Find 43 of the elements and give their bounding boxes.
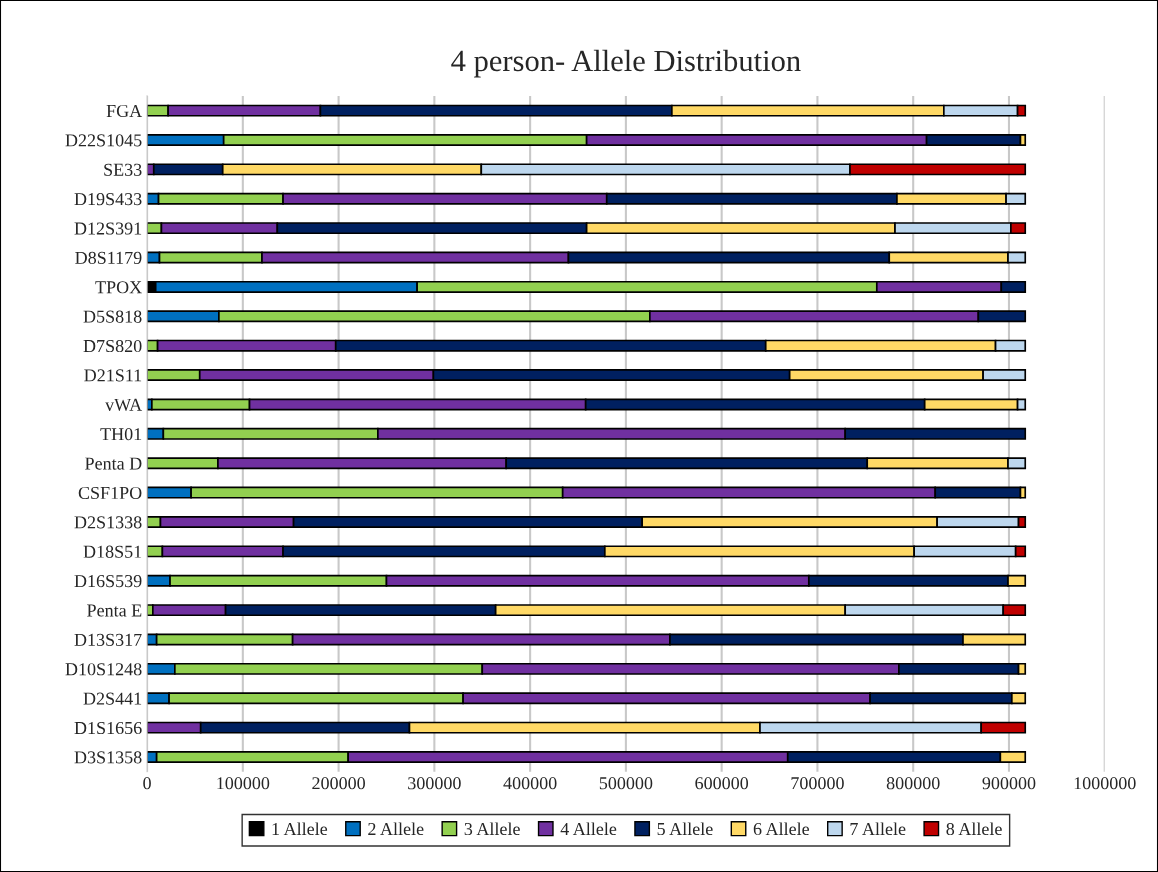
y-tick-label: D7S820: [83, 339, 142, 353]
y-tick-label: D1S1656: [74, 721, 142, 735]
y-tick-label: D18S51: [83, 545, 142, 558]
legend-label: 8 Allele: [946, 822, 1002, 836]
legend-label: 4 Allele: [560, 822, 617, 836]
y-tick-label: CSF1PO: [78, 486, 142, 500]
x-tick-label: 1000000: [1074, 777, 1136, 790]
y-tick-label: D22S1045: [65, 134, 142, 147]
chart-title: 4 person- Allele Distribution: [451, 49, 801, 78]
legend-label: 6 Allele: [753, 822, 810, 836]
y-tick-label: D3S1358: [74, 751, 142, 764]
y-tick-label: D8S1179: [75, 251, 142, 264]
legend-label: 1 Allele: [272, 822, 328, 836]
y-tick-label: TH01: [100, 428, 142, 441]
y-tick-label: vWA: [105, 398, 143, 411]
y-tick-label: D21S11: [84, 369, 142, 382]
y-tick-label: FGA: [106, 104, 143, 118]
y-tick-label: D19S433: [74, 193, 142, 206]
x-tick-label: 400000: [503, 777, 557, 790]
x-tick-label: 900000: [982, 777, 1036, 790]
legend-label: 3 Allele: [464, 822, 520, 836]
y-tick-label: D12S391: [74, 222, 142, 235]
legend-label: 5 Allele: [657, 822, 713, 836]
y-tick-label: SE33: [104, 163, 142, 176]
y-tick-label: D5S818: [83, 310, 142, 323]
y-tick-label: D10S1248: [65, 663, 142, 676]
y-tick-label: Penta D: [85, 457, 142, 470]
legend-label: 2 Allele: [368, 822, 424, 836]
x-tick-label: 800000: [886, 777, 940, 790]
x-tick-label: 200000: [312, 777, 365, 790]
y-tick-label: D2S1338: [74, 516, 142, 529]
y-tick-label: D16S539: [74, 575, 142, 588]
x-tick-label: 600000: [695, 777, 749, 790]
y-tick-label: D2S441: [83, 692, 142, 705]
legend-label: 7 Allele: [850, 822, 906, 836]
x-tick-label: 700000: [791, 777, 844, 790]
y-tick-label: TPOX: [95, 281, 142, 294]
x-tick-label: 100000: [217, 777, 270, 790]
x-tick-label: 500000: [599, 777, 653, 790]
y-tick-label: D13S317: [74, 633, 142, 646]
y-tick-label: Penta E: [87, 604, 142, 617]
x-tick-label: 300000: [408, 777, 461, 790]
x-tick-label: 0: [143, 777, 151, 790]
